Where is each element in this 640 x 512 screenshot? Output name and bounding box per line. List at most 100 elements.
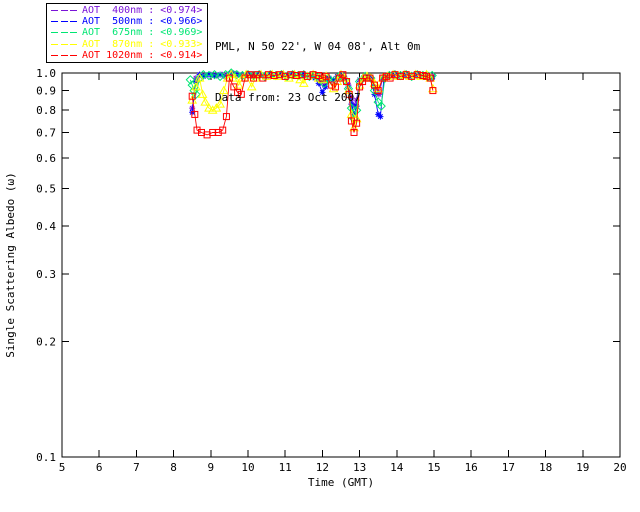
legend-item: AOT 870nm : <0.933> bbox=[51, 39, 203, 50]
marker-triangle bbox=[298, 78, 309, 87]
x-tick-label: 6 bbox=[96, 461, 103, 474]
x-tick-label: 17 bbox=[502, 461, 515, 474]
marker-diamond bbox=[215, 71, 225, 82]
marker-asterisk bbox=[189, 105, 196, 112]
marker-asterisk bbox=[353, 97, 360, 104]
x-tick-label: 14 bbox=[390, 461, 404, 474]
marker-square bbox=[234, 88, 242, 96]
y-tick-label: 0.8 bbox=[36, 104, 56, 117]
legend-box: AOT 400nm : <0.974> AOT 500nm : <0.966> AO… bbox=[46, 3, 208, 63]
marker-diamond bbox=[220, 69, 231, 80]
marker-triangle bbox=[267, 69, 278, 79]
legend-dash-sample bbox=[51, 32, 77, 34]
x-tick-label: 9 bbox=[207, 461, 214, 474]
marker-square bbox=[230, 83, 238, 91]
marker-square bbox=[188, 92, 196, 100]
legend-dash-sample bbox=[51, 54, 77, 56]
marker-square bbox=[191, 110, 199, 118]
marker-square bbox=[353, 119, 361, 127]
x-tick-label: 18 bbox=[539, 461, 552, 474]
marker-square bbox=[222, 113, 230, 121]
marker-square bbox=[237, 90, 245, 98]
marker-square bbox=[350, 128, 358, 136]
y-tick-label: 0.9 bbox=[36, 85, 56, 98]
marker-square bbox=[214, 128, 222, 136]
legend-item-label: AOT 870nm : <0.933> bbox=[82, 38, 203, 50]
marker-square bbox=[331, 83, 339, 91]
marker-square bbox=[345, 90, 353, 98]
legend-item-label: AOT 500nm : <0.966> bbox=[82, 16, 203, 28]
legend-dash-sample bbox=[51, 43, 77, 45]
marker-triangle bbox=[278, 69, 289, 79]
legend-dash-sample bbox=[51, 21, 77, 23]
y-tick-label: 0.6 bbox=[36, 152, 56, 165]
marker-triangle bbox=[194, 73, 205, 82]
station-location-text: PML, N 50 22', W 04 08', Alt 0m bbox=[215, 40, 421, 53]
marker-square bbox=[193, 126, 201, 134]
x-tick-label: 7 bbox=[133, 461, 140, 474]
marker-square bbox=[347, 117, 355, 125]
x-axis-title: Time (GMT) bbox=[308, 476, 374, 489]
marker-triangle bbox=[295, 74, 305, 84]
marker-square bbox=[343, 78, 351, 86]
marker-triangle bbox=[246, 81, 257, 91]
marker-asterisk bbox=[375, 91, 382, 98]
marker-asterisk bbox=[205, 71, 212, 78]
marker-diamond bbox=[232, 69, 242, 80]
legend-item-label: AOT 675nm : <0.969> bbox=[82, 27, 203, 39]
marker-asterisk bbox=[377, 113, 384, 120]
marker-triangle bbox=[230, 73, 240, 82]
marker-triangle bbox=[313, 73, 324, 82]
x-tick-label: 5 bbox=[59, 461, 66, 474]
y-axis-title: Single Scattering Albedo (ω) bbox=[4, 172, 17, 357]
legend-item: AOT 400nm : <0.974> bbox=[51, 5, 203, 16]
x-tick-label: 19 bbox=[576, 461, 589, 474]
marker-asterisk bbox=[319, 89, 326, 96]
marker-triangle bbox=[421, 69, 432, 79]
marker-triangle bbox=[289, 69, 300, 79]
marker-asterisk bbox=[348, 95, 355, 102]
marker-square bbox=[339, 71, 347, 79]
marker-triangle bbox=[256, 69, 266, 79]
marker-triangle bbox=[226, 69, 237, 79]
marker-diamond bbox=[254, 69, 264, 80]
y-tick-label: 0.3 bbox=[36, 268, 56, 281]
x-tick-label: 16 bbox=[465, 461, 478, 474]
marker-asterisk bbox=[211, 72, 218, 79]
marker-triangle bbox=[204, 103, 214, 112]
marker-diamond bbox=[209, 69, 220, 80]
marker-diamond bbox=[185, 75, 196, 85]
marker-triangle bbox=[197, 89, 208, 98]
marker-diamond bbox=[310, 70, 320, 81]
marker-square bbox=[362, 74, 370, 82]
marker-diamond bbox=[376, 101, 386, 111]
marker-diamond bbox=[198, 69, 209, 80]
data-date-text: Data from: 23 Oct 2007 bbox=[215, 91, 361, 104]
marker-triangle bbox=[343, 85, 354, 95]
marker-triangle bbox=[369, 78, 380, 87]
marker-square bbox=[419, 72, 427, 80]
marker-square bbox=[328, 81, 336, 89]
marker-triangle bbox=[211, 103, 222, 112]
marker-diamond bbox=[319, 78, 329, 89]
marker-asterisk bbox=[330, 76, 337, 83]
marker-square bbox=[370, 81, 378, 89]
marker-triangle bbox=[218, 85, 229, 95]
x-tick-label: 12 bbox=[316, 461, 329, 474]
marker-triangle bbox=[272, 71, 283, 80]
legend-item: AOT 500nm : <0.966> bbox=[51, 16, 203, 27]
marker-triangle bbox=[428, 83, 438, 93]
marker-diamond bbox=[194, 73, 205, 83]
legend-dash-sample bbox=[51, 10, 77, 12]
y-tick-label: 0.7 bbox=[36, 126, 56, 139]
marker-diamond bbox=[287, 69, 298, 80]
x-tick-label: 11 bbox=[279, 461, 292, 474]
station-header: PML, N 50 22', W 04 08', Alt 0m Data fro… bbox=[215, 4, 420, 140]
legend-item: AOT 1020nm : <0.914> bbox=[51, 50, 203, 61]
marker-diamond bbox=[373, 97, 383, 107]
marker-asterisk bbox=[217, 71, 224, 78]
y-tick-label: 1.0 bbox=[36, 67, 56, 80]
x-tick-label: 20 bbox=[613, 461, 626, 474]
legend-item: AOT 675nm : <0.969> bbox=[51, 27, 203, 38]
